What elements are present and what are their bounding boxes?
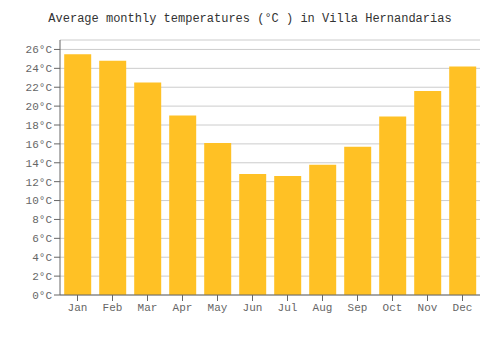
- svg-text:0°C: 0°C: [32, 290, 52, 302]
- svg-text:12°C: 12°C: [26, 177, 53, 189]
- svg-text:Jan: Jan: [68, 302, 88, 314]
- svg-text:Mar: Mar: [138, 302, 158, 314]
- svg-text:22°C: 22°C: [26, 82, 53, 94]
- svg-text:Jul: Jul: [278, 302, 298, 314]
- html-text:Average monthly temperatures (: Average monthly temperatures (°C ) in Vi…: [48, 12, 452, 26]
- svg-text:Nov: Nov: [418, 302, 438, 314]
- svg-text:16°C: 16°C: [26, 139, 53, 151]
- svg-text:18°C: 18°C: [26, 120, 53, 132]
- svg-text:Dec: Dec: [453, 302, 473, 314]
- svg-text:10°C: 10°C: [26, 195, 53, 207]
- svg-text:2°C: 2°C: [32, 271, 52, 283]
- svg-text:20°C: 20°C: [26, 101, 53, 113]
- svg-text:May: May: [208, 302, 228, 314]
- svg-text:Apr: Apr: [173, 302, 193, 314]
- svg-text:Sep: Sep: [348, 302, 368, 314]
- svg-text:Jun: Jun: [243, 302, 263, 314]
- svg-text:14°C: 14°C: [26, 158, 53, 170]
- svg-text:6°C: 6°C: [32, 233, 52, 245]
- svg-text:Oct: Oct: [383, 302, 403, 314]
- svg-text:8°C: 8°C: [32, 214, 52, 226]
- svg-text:24°C: 24°C: [26, 63, 53, 75]
- svg-text:26°C: 26°C: [26, 44, 53, 56]
- svg-text:Feb: Feb: [103, 302, 123, 314]
- svg-text:4°C: 4°C: [32, 252, 52, 264]
- svg-text:Aug: Aug: [313, 302, 333, 314]
